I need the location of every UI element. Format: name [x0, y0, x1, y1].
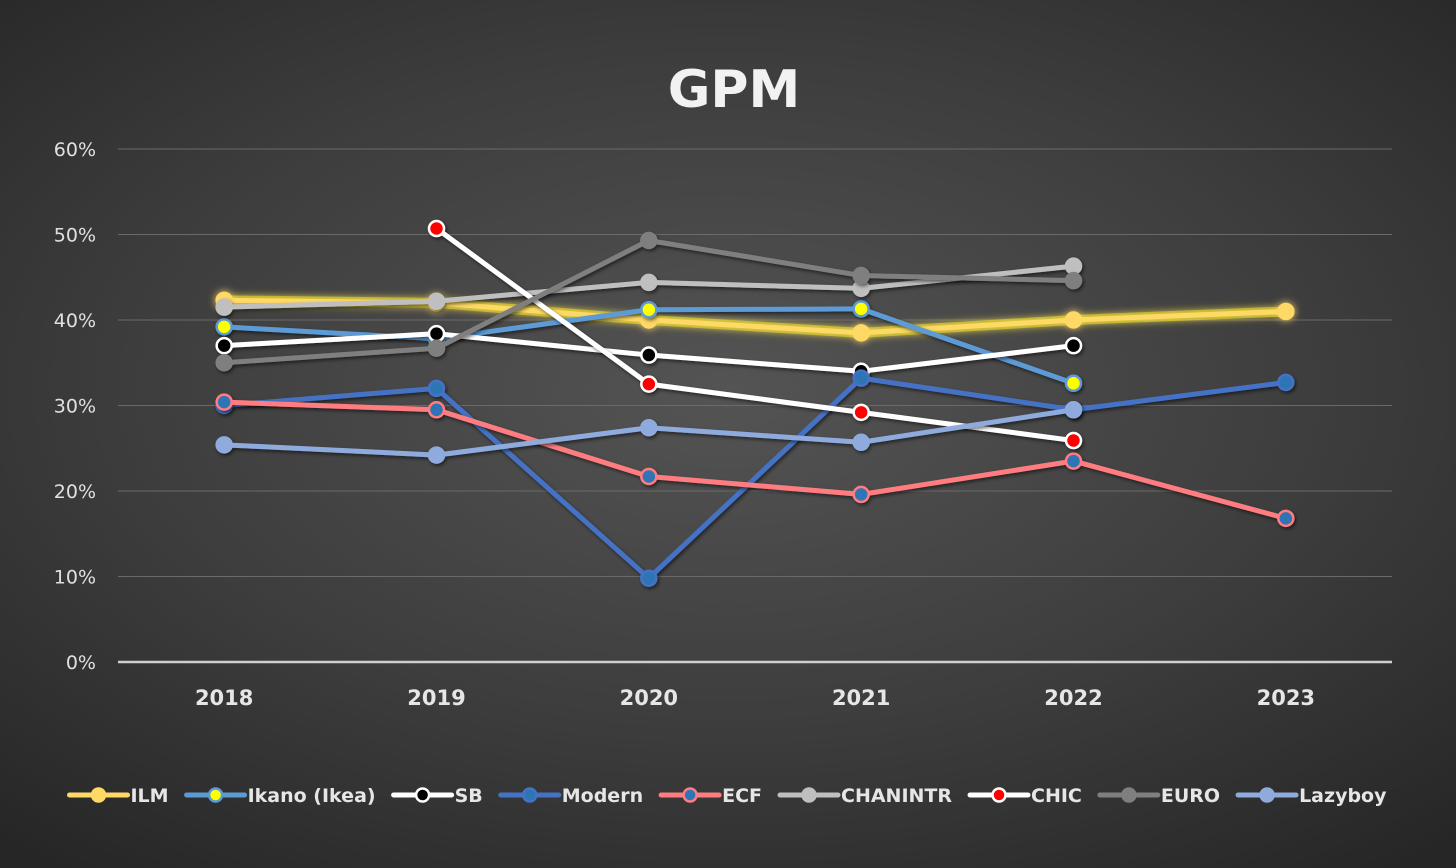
- data-point: [852, 485, 870, 504]
- x-axis-ticks: 2018 2019 2020 2021 2022 2023: [195, 686, 1315, 710]
- series-lazyboy: [215, 401, 1083, 464]
- x-tick-label: 2019: [407, 686, 465, 710]
- y-tick-label: 60%: [54, 139, 96, 161]
- data-point: [215, 393, 233, 411]
- series-chic: [427, 219, 1083, 450]
- y-tick-label: 30%: [54, 396, 96, 418]
- data-point: [1064, 271, 1083, 290]
- data-point: [215, 298, 233, 316]
- data-point: [427, 379, 446, 398]
- data-point: [852, 433, 870, 452]
- series-lines: [215, 219, 1295, 587]
- legend: ILM Ikano (Ikea) SB Modern ECF CHANINTR CHIC EU…: [66, 785, 1387, 807]
- data-point: [1064, 257, 1083, 275]
- legend-label: Lazyboy: [1299, 785, 1387, 807]
- data-point: [427, 219, 446, 238]
- y-tick-label: 10%: [54, 567, 96, 589]
- legend-label: SB: [455, 785, 483, 807]
- data-point: [1064, 452, 1083, 470]
- legend-item-lazyboy: Lazyboy: [1235, 785, 1387, 807]
- data-point: [1277, 509, 1295, 528]
- data-point: [427, 292, 446, 310]
- legend-label: ECF: [722, 785, 762, 807]
- legend-label: CHIC: [1031, 785, 1082, 807]
- data-point: [215, 318, 233, 336]
- legend-item-modern: Modern: [498, 785, 643, 807]
- legend-item-chanintr: CHANINTR: [777, 785, 952, 807]
- y-tick-label: 20%: [54, 481, 96, 503]
- y-tick-label: 40%: [54, 310, 96, 332]
- data-point: [640, 467, 658, 486]
- legend-marker: [522, 787, 538, 803]
- chart-title: GPM: [668, 60, 801, 120]
- legend-marker: [801, 787, 817, 803]
- y-tick-label: 50%: [54, 225, 96, 247]
- data-point: [640, 300, 658, 319]
- series-line: [221, 375, 1289, 581]
- x-tick-label: 2021: [832, 686, 890, 710]
- data-point: [852, 300, 870, 318]
- series-ecf: [215, 393, 1295, 528]
- data-point: [215, 336, 233, 355]
- data-point: [640, 231, 658, 250]
- x-tick-label: 2018: [195, 686, 253, 710]
- legend-label: EURO: [1161, 785, 1220, 807]
- legend-item-euro: EURO: [1097, 785, 1220, 807]
- legend-marker: [90, 787, 107, 803]
- x-tick-label: 2020: [620, 686, 678, 710]
- x-tick-label: 2023: [1257, 686, 1315, 710]
- data-point: [427, 339, 446, 357]
- y-axis-ticks: 0% 10% 20% 30% 40% 50% 60%: [54, 139, 96, 674]
- data-point: [852, 324, 870, 342]
- series-euro: [215, 231, 1083, 372]
- data-point: [215, 354, 233, 372]
- legend-marker: [682, 787, 698, 803]
- data-point: [1064, 401, 1083, 419]
- data-point: [852, 403, 870, 422]
- legend-marker: [1259, 787, 1275, 803]
- data-point: [640, 346, 658, 364]
- data-point: [1277, 373, 1295, 392]
- data-point: [640, 418, 658, 437]
- legend-marker: [414, 787, 431, 803]
- data-point: [427, 324, 446, 343]
- legend-marker: [1121, 787, 1137, 803]
- legend-marker: [991, 787, 1007, 803]
- series-chanintr: [215, 257, 1083, 316]
- series-line: [221, 399, 1289, 521]
- data-point: [1064, 311, 1083, 329]
- data-point: [1277, 302, 1295, 321]
- legend-label: CHANINTR: [841, 785, 952, 807]
- legend-marker: [207, 787, 224, 803]
- data-point: [640, 375, 658, 393]
- data-point: [640, 273, 658, 292]
- legend-item-ikano-ikea: Ikano (Ikea): [184, 785, 376, 807]
- legend-label: ILM: [130, 785, 168, 807]
- legend-item-ilm: ILM: [66, 785, 169, 807]
- legend-item-ecf: ECF: [658, 785, 762, 807]
- data-point: [640, 569, 658, 587]
- data-point: [852, 369, 870, 387]
- data-point: [1064, 336, 1083, 355]
- legend-item-sb: SB: [391, 785, 483, 807]
- data-point: [1064, 374, 1083, 393]
- data-point: [427, 446, 446, 464]
- series-ikano-ikea: [215, 300, 1083, 393]
- data-point: [852, 266, 870, 285]
- legend-item-chic: CHIC: [967, 785, 1082, 807]
- series-sb: [215, 324, 1083, 381]
- y-tick-label: 0%: [66, 652, 96, 674]
- data-point: [215, 436, 233, 454]
- data-point: [427, 401, 446, 419]
- data-point: [1064, 431, 1083, 450]
- legend-label: Modern: [562, 785, 643, 807]
- x-tick-label: 2022: [1044, 686, 1102, 710]
- legend-label: Ikano (Ikea): [248, 785, 376, 807]
